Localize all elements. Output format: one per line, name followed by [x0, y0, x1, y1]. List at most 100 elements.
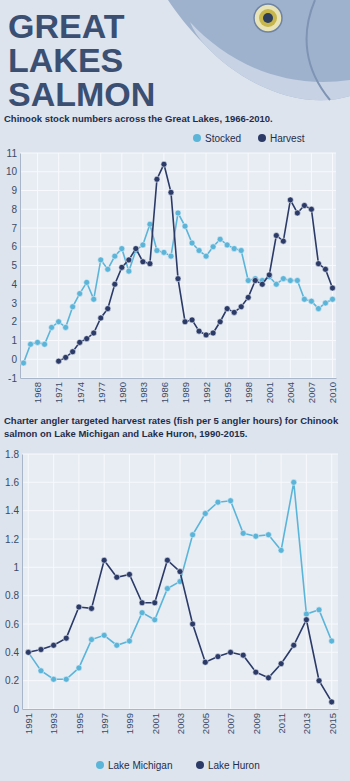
- y-tick-label: 1.4: [5, 505, 19, 516]
- y-grid-line: [20, 265, 336, 266]
- x-tick-label: 1986: [159, 382, 170, 403]
- y-grid-line: [20, 284, 336, 285]
- y-tick: 0: [11, 354, 20, 365]
- series-point: [202, 511, 208, 517]
- x-tick: 2011: [276, 709, 287, 733]
- series-point: [196, 328, 202, 334]
- y-tick-label: 5: [11, 260, 17, 271]
- x-tick-label: 2013: [301, 713, 312, 734]
- x-tick-label: 1993: [48, 713, 59, 734]
- x-grid-line: [129, 454, 130, 709]
- y-tick: 6: [11, 241, 20, 252]
- y-tick-label: 10: [6, 166, 18, 177]
- x-tick-label: 1992: [201, 382, 212, 403]
- y-grid-line: [20, 228, 336, 229]
- series-point: [119, 246, 125, 252]
- y-tick: 1.4: [5, 505, 22, 516]
- series-point: [154, 176, 160, 182]
- x-tick-label: 2007: [225, 713, 236, 734]
- x-axis: 1968197119741977198019831986198919921995…: [21, 378, 339, 403]
- series-point: [253, 669, 259, 675]
- series-point: [224, 306, 230, 312]
- y-tick-label: 0.2: [5, 675, 19, 686]
- series-point: [84, 336, 90, 342]
- series-point: [190, 532, 196, 538]
- y-tick-label: 2: [11, 316, 17, 327]
- x-tick: 1993: [48, 709, 59, 734]
- series-point: [238, 248, 244, 254]
- y-tick-label: 8: [11, 204, 17, 215]
- y-tick-label: 1.6: [5, 477, 19, 488]
- y-tick-label: 0.4: [5, 647, 19, 658]
- series-point: [51, 676, 57, 682]
- x-tick: 1999: [124, 709, 135, 734]
- series-point: [190, 621, 196, 627]
- series-point: [70, 349, 76, 355]
- fish-belly: [190, 22, 350, 100]
- legend-item: Lake Michigan: [96, 760, 172, 771]
- series-point: [133, 246, 139, 252]
- y-tick: 0.4: [5, 647, 22, 658]
- plot-marks: [21, 161, 336, 366]
- legend-label: Lake Michigan: [108, 760, 172, 771]
- series-point: [301, 296, 307, 302]
- legend-label: Stocked: [205, 133, 241, 144]
- y-tick: 1: [11, 335, 20, 346]
- series-point: [217, 319, 223, 325]
- y-tick-label: 7: [11, 223, 17, 234]
- series-point: [189, 240, 195, 246]
- series-point: [63, 324, 69, 330]
- fish-gill: [307, 0, 330, 100]
- series-point: [273, 233, 279, 239]
- legend-item: Harvest: [258, 133, 305, 144]
- series-point: [49, 324, 55, 330]
- x-tick: 1971: [53, 378, 64, 403]
- x-tick-label: 1974: [75, 382, 86, 403]
- x-tick: 1991: [23, 709, 34, 734]
- series-point: [175, 210, 181, 216]
- y-grid-line: [20, 153, 336, 154]
- y-grid-line: [22, 624, 338, 625]
- x-tick-label: 2009: [251, 713, 262, 734]
- chart-title: Charter angler targeted harvest rates (f…: [4, 415, 339, 439]
- x-grid-line: [331, 454, 332, 709]
- series-point: [228, 498, 234, 504]
- series-point: [308, 298, 314, 304]
- y-tick: 0.2: [5, 675, 22, 686]
- series-point: [245, 278, 251, 284]
- fish-illustration: [168, 0, 350, 100]
- x-tick: 2010: [327, 378, 338, 403]
- series-point: [168, 253, 174, 259]
- x-tick-label: 1997: [99, 713, 110, 734]
- y-tick-label: 9: [11, 185, 17, 196]
- legend: Stocked Harvest: [193, 133, 305, 144]
- series-point: [203, 332, 209, 338]
- series-point: [287, 197, 293, 203]
- x-tick: 1998: [243, 378, 254, 403]
- y-grid-line: [22, 567, 338, 568]
- y-axis: 00.20.40.60.811.21.41.61.8: [5, 449, 22, 715]
- series-point: [294, 210, 300, 216]
- x-tick: 2004: [285, 378, 296, 403]
- series-point: [203, 253, 209, 259]
- series-line: [28, 482, 331, 679]
- legend-item: Lake Huron: [196, 760, 260, 771]
- y-grid-line: [20, 190, 336, 191]
- x-tick: 1992: [201, 378, 212, 403]
- y-tick-label: -1: [8, 373, 17, 384]
- y-grid-line: [22, 680, 338, 681]
- chart-title: Chinook stock numbers across the Great L…: [4, 113, 273, 124]
- x-tick-label: 1968: [32, 382, 43, 403]
- x-tick-label: 1991: [23, 713, 34, 734]
- series-point: [105, 306, 111, 312]
- x-tick-label: 1999: [124, 713, 135, 734]
- series-point: [253, 533, 259, 539]
- x-tick: 2009: [251, 709, 262, 734]
- series-point: [196, 248, 202, 254]
- series-point: [217, 236, 223, 242]
- series-point: [152, 600, 158, 606]
- series-point: [42, 341, 48, 347]
- legend-swatch: [193, 134, 201, 142]
- y-grid-line: [22, 652, 338, 653]
- x-grid-line: [104, 454, 105, 709]
